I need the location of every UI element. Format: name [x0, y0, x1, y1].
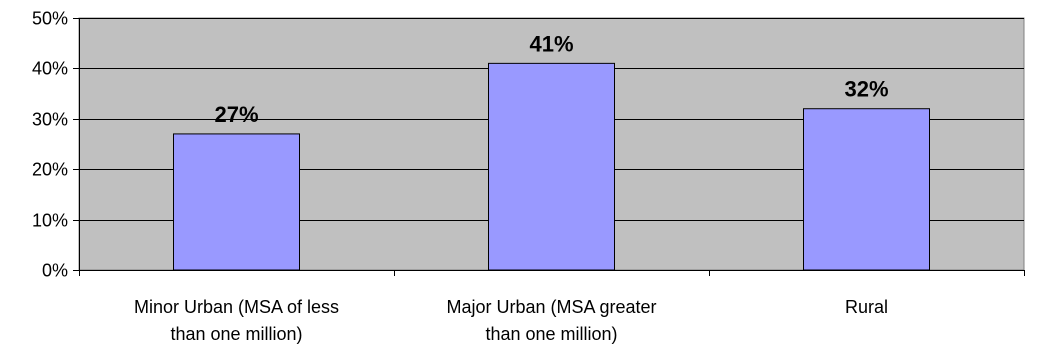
bar	[173, 133, 300, 271]
data-labels: 27% 41% 32%	[214, 31, 888, 127]
x-axis-labels: Minor Urban (MSA of less than one million…	[134, 297, 888, 344]
data-label: 27%	[214, 102, 258, 127]
y-tick-label: 10%	[32, 211, 68, 231]
y-tick-label: 30%	[32, 110, 68, 130]
y-tick-label: 0%	[42, 261, 68, 281]
x-category-label-line: than one million)	[170, 324, 302, 344]
y-tick-label: 20%	[32, 160, 68, 180]
x-category-label: Minor Urban (MSA of less than one million…	[134, 297, 339, 344]
x-category-label: Rural	[845, 297, 888, 317]
axes	[79, 18, 1025, 276]
bars	[173, 62, 930, 271]
y-tick-label: 50%	[32, 9, 68, 29]
x-category-label-line: Rural	[845, 297, 888, 317]
x-category-label-line: Minor Urban (MSA of less	[134, 297, 339, 317]
y-axis-ticks: 0% 10% 20% 30% 40% 50%	[32, 9, 79, 281]
x-category-label-line: than one million)	[485, 324, 617, 344]
x-category-label-line: Major Urban (MSA greater	[446, 297, 656, 317]
data-label: 41%	[529, 31, 573, 56]
bar	[803, 108, 930, 271]
bar	[488, 62, 615, 271]
data-label: 32%	[844, 77, 888, 102]
y-tick-label: 40%	[32, 59, 68, 79]
x-category-label: Major Urban (MSA greater than one million…	[446, 297, 656, 344]
